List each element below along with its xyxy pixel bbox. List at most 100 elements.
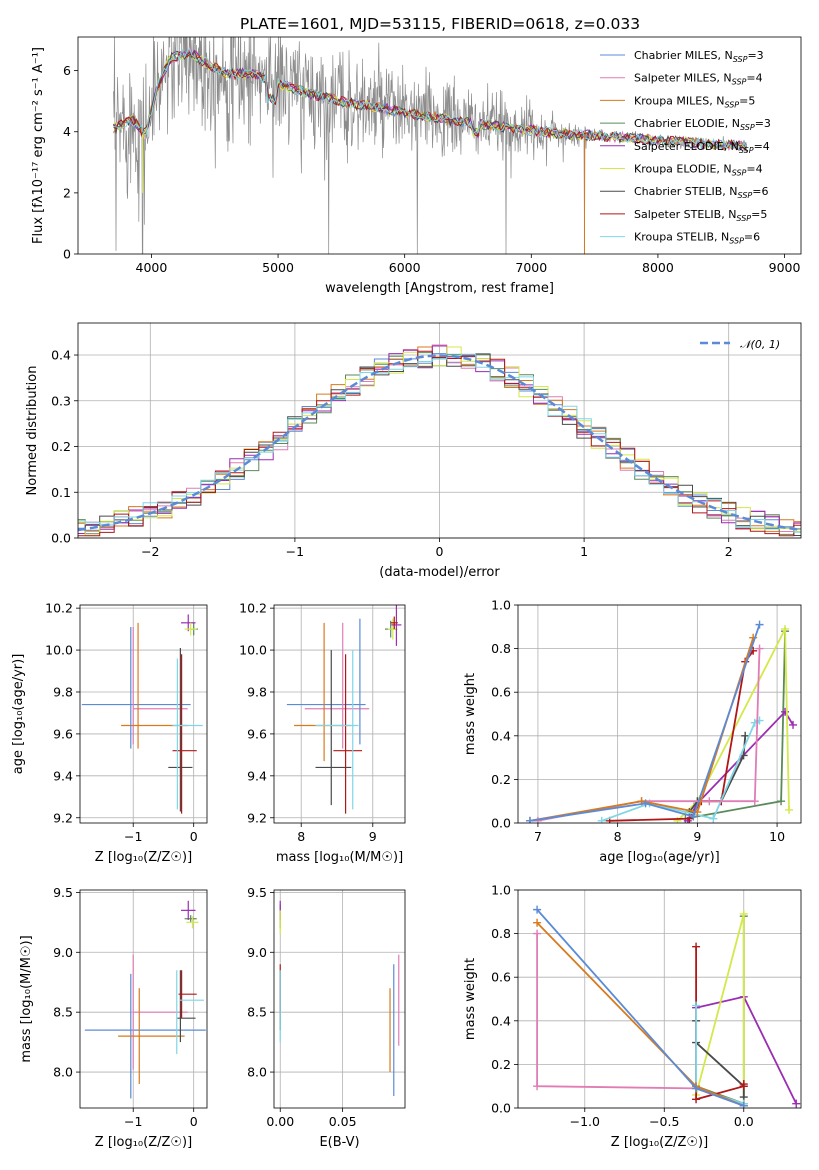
y-tick-label: 0.6 [491,685,511,700]
series-marker [755,620,764,629]
spectrum-legend: Chabrier MILES, NSSP=3 Salpeter MILES, NS… [600,49,771,246]
series-line [695,946,745,1101]
normal-curve-line [78,354,801,532]
legend-label: 𝒩(0, 1) [740,338,780,351]
series-marker [533,918,542,927]
series-marker [777,797,786,806]
axes-frame [77,322,802,539]
y-tick-label: 10.2 [239,601,267,616]
x-tick-label: 0.0 [734,1114,754,1129]
legend-label: Chabrier STELIB, NSSP=6 [634,185,768,200]
x-axis-label: wavelength [Angstrom, rest frame] [325,281,554,296]
y-axis-label: age [log₁₀(age/yr)] [11,654,26,775]
x-tick-label: 9 [693,829,701,844]
y-tick-label: 9.0 [53,945,73,960]
legend-label: Chabrier MILES, NSSP=3 [634,49,764,64]
error-bar-point [391,605,402,646]
series-marker [781,624,790,633]
x-tick-label: 7 [534,829,542,844]
axes-frame [273,604,406,824]
panel-mass_vs_ebv: 0.00 0.05 8.0 8.5 9.0 9.5 E(B-V) [247,885,406,1150]
y-tick-label: 8.0 [247,1065,267,1080]
y-tick-label: 0.0 [51,531,71,546]
y-tick-label: 10.0 [45,643,73,658]
y-axis-label: Flux [fλ10⁻¹⁷ erg cm⁻² s⁻¹ A⁻¹] [31,47,46,244]
panel-mass_vs_Z: −1 0 8.0 8.5 9.0 9.5 Z [log₁₀(Z/Z☉)] mass [log₁… [19,885,208,1150]
y-tick-label: 0.2 [491,1057,511,1072]
y-tick-label: 1.0 [491,883,511,898]
y-tick-label: 8.5 [53,1005,73,1020]
x-tick-label: 1 [580,544,588,559]
y-axis-label: mass [log₁₀(M/M☉)] [19,935,34,1062]
x-axis-label: (data-model)/error [379,565,500,580]
axes-frame [517,889,802,1109]
x-axis-label: mass [log₁₀(M/M☉)] [276,850,403,865]
x-tick-label: 10 [769,829,785,844]
panel-massweight_vs_age: 7 8 9 10 0.0 0.2 0.4 0.6 0.8 1.0 age [log₁₀(age/yr… [463,598,802,865]
y-tick-label: 0.8 [491,926,511,941]
y-tick-label: 0.2 [51,439,71,454]
x-tick-label: −1.0 [570,1114,600,1129]
y-tick-label: 9.8 [53,684,73,699]
series-line [529,637,755,822]
series-marker [739,1080,748,1089]
y-tick-label: 9.2 [53,810,73,825]
x-tick-label: 0 [436,544,444,559]
series-marker [692,1001,701,1010]
series-marker [792,1099,801,1108]
error-bar-point [186,916,199,929]
y-axis-label: mass weight [463,673,478,755]
x-tick-label: −1 [124,1114,142,1129]
legend-label: Salpeter STELIB, NSSP=5 [634,208,767,223]
plot-area-mass_vs_Z [84,900,206,1099]
series-marker [739,1101,748,1108]
y-tick-label: 0.0 [491,816,511,831]
legend-label: Kroupa STELIB, NSSP=6 [634,231,760,246]
y-tick-label: 0 [63,247,71,262]
error-bar-point [184,915,197,923]
y-tick-label: 0.8 [491,641,511,656]
axes-frame [79,889,208,1109]
legend-label: Kroupa MILES, NSSP=5 [634,94,755,109]
y-tick-label: 10.2 [45,601,73,616]
plot-area-massweight_vs_age [525,620,798,823]
series-marker [705,797,714,806]
model-spectrum-line [113,47,748,151]
model-spectrum-line [113,50,747,152]
x-axis-label: Z [log₁₀(Z/Z☉)] [611,1135,708,1150]
x-axis-label: Z [log₁₀(Z/Z☉)] [95,850,192,865]
x-tick-label: −0.5 [649,1114,679,1129]
y-tick-label: 4 [63,124,71,139]
axes-frame [517,604,802,824]
legend-label: Salpeter MILES, NSSP=4 [634,72,763,87]
legend-label: Chabrier ELODIE, NSSP=3 [634,117,771,132]
panel-age_vs_Z: −1 0 9.2 9.4 9.6 9.8 10.0 10.2 Z [log₁₀(Z/Z☉)] ag… [11,601,208,865]
x-tick-label: −2 [141,544,159,559]
figure-title: PLATE=1601, MJD=53115, FIBERID=0618, z=0… [240,15,640,33]
x-tick-label: 8 [297,829,305,844]
error-bar-point [184,622,197,636]
error-bar-point [390,616,398,630]
series-marker [741,731,750,740]
series-line [695,1020,745,1098]
series-line [695,913,745,1106]
x-axis-label: age [log₁₀(age/yr)] [599,850,720,865]
axes-frame [77,36,802,255]
histogram-series [78,353,801,533]
y-tick-label: 9.4 [53,768,73,783]
x-tick-label: 0 [190,829,198,844]
x-tick-label: −1 [286,544,304,559]
x-tick-label: 9 [369,829,377,844]
y-tick-label: 9.5 [53,885,73,900]
y-tick-label: 0.6 [491,970,511,985]
series-line [529,624,761,822]
panel-age_vs_mass: 8 9 9.2 9.4 9.6 9.8 10.0 10.2 mass [log₁₀(M/M☉)] [239,601,406,865]
x-tick-label: 6000 [389,260,421,275]
legend-label: Kroupa ELODIE, NSSP=4 [634,163,763,178]
y-tick-label: 0.4 [491,1013,511,1028]
x-tick-label: 5000 [262,260,294,275]
x-tick-label: 4000 [136,260,168,275]
plot-area-age_vs_mass [286,605,402,814]
x-tick-label: 0 [190,1114,198,1129]
